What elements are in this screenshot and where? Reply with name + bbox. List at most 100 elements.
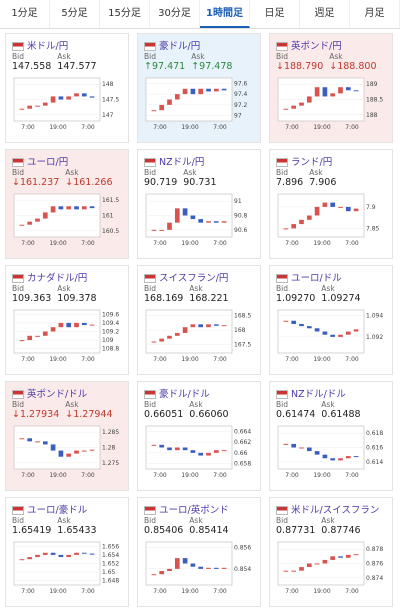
rate-card[interactable]: ユーロ/ドル Bid 1.09270 Ask 1.09274 1.094 1.092 7:00… bbox=[269, 265, 393, 375]
ask-value: 1.65433 bbox=[57, 525, 97, 536]
ask-value: 0.61488 bbox=[321, 409, 361, 420]
candle bbox=[322, 87, 328, 97]
rate-card[interactable]: ランド/円 Bid 7.896 Ask 7.906 7.9 7.85 7:00 19:00 7:0… bbox=[269, 149, 393, 259]
rate-card[interactable]: 豪ドル/円 Bid ↑97.471 Ask ↑97.478 97.6 97.4 97.2 97 7… bbox=[137, 33, 261, 143]
pair-row: ユーロ/豪ドル bbox=[6, 498, 128, 516]
pair-row: 米ドル/円 bbox=[6, 34, 128, 52]
y-tick-label: 147 bbox=[102, 112, 114, 119]
rate-card[interactable]: NZドル/ドル Bid 0.61474 Ask 0.61488 0.618 0.616 0.6… bbox=[269, 381, 393, 491]
candle bbox=[167, 99, 172, 105]
tab[interactable]: 1分足 bbox=[0, 0, 50, 28]
rate-card[interactable]: スイスフラン/円 Bid 168.169 Ask 168.221 168.5 168 167.… bbox=[137, 265, 261, 375]
ask-column: Ask ↓161.266 bbox=[65, 168, 112, 188]
bid-column: Bid 0.85406 bbox=[144, 516, 183, 536]
x-tick-label: 19:00 bbox=[181, 356, 198, 363]
rate-card[interactable]: 米ドル/スイスフラン Bid 0.87731 Ask 0.87746 0.878 0.876… bbox=[269, 497, 393, 607]
candle bbox=[174, 208, 180, 223]
tab[interactable]: 5分足 bbox=[50, 0, 100, 28]
candle bbox=[159, 444, 165, 448]
pair-row: NZドル/ドル bbox=[270, 382, 392, 400]
ask-column: Ask 0.61488 bbox=[321, 400, 360, 420]
rate-card[interactable]: ユーロ/英ポンド Bid 0.85406 Ask 0.85414 0.856 0.854 7:… bbox=[137, 497, 261, 607]
candle bbox=[182, 447, 188, 451]
tab[interactable]: 30分足 bbox=[150, 0, 200, 28]
plot-frame bbox=[145, 541, 233, 586]
candle bbox=[322, 559, 328, 564]
candle bbox=[190, 88, 196, 95]
mini-chart: 7.9 7.85 7:00 19:00 7:00 bbox=[277, 193, 380, 247]
candle bbox=[182, 88, 188, 95]
quote-row: Bid ↑97.471 Ask ↑97.478 bbox=[138, 52, 260, 72]
candle bbox=[338, 556, 343, 558]
bid-column: Bid 0.61474 bbox=[276, 400, 315, 420]
flag-icon bbox=[276, 42, 288, 51]
tab[interactable]: 月足 bbox=[350, 0, 400, 28]
candle bbox=[198, 324, 204, 328]
rate-card[interactable]: ユーロ/豪ドル Bid 1.65419 Ask 1.65433 1.656 1.654 1.6… bbox=[5, 497, 129, 607]
quote-row: Bid 1.65419 Ask 1.65433 bbox=[6, 516, 128, 536]
tab[interactable]: 15分足 bbox=[100, 0, 150, 28]
candle bbox=[314, 87, 320, 97]
candle bbox=[50, 552, 56, 555]
candle bbox=[314, 206, 320, 216]
candle bbox=[174, 332, 180, 336]
pair-row: ランド/円 bbox=[270, 150, 392, 168]
candle bbox=[306, 563, 312, 568]
bid-column: Bid ↓1.27934 bbox=[12, 400, 59, 420]
rate-card[interactable]: ユーロ/円 Bid ↓161.237 Ask ↓161.266 161.5 161 160.5… bbox=[5, 149, 129, 259]
y-tick-label: 1.092 bbox=[366, 334, 383, 341]
x-tick-label: 19:00 bbox=[49, 588, 66, 595]
bid-column: Bid ↓188.790 bbox=[276, 52, 323, 72]
bid-value: 1.65419 bbox=[12, 525, 52, 536]
y-tick-label: 0.876 bbox=[366, 561, 383, 568]
candle bbox=[74, 450, 79, 454]
ask-label: Ask bbox=[65, 168, 79, 177]
flag-icon bbox=[276, 158, 288, 167]
bid-value: 109.363 bbox=[12, 293, 52, 304]
tab[interactable]: 1時間足 bbox=[200, 0, 250, 28]
x-tick-label: 7:00 bbox=[21, 472, 35, 479]
mini-chart: 0.878 0.876 0.874 7:00 19:00 7:00 bbox=[277, 541, 383, 595]
candle bbox=[345, 206, 351, 212]
candle bbox=[58, 450, 64, 457]
x-tick-label: 7:00 bbox=[81, 240, 95, 247]
y-tick-label: 168 bbox=[234, 327, 246, 334]
candle bbox=[74, 322, 79, 328]
rate-card[interactable]: NZドル/円 Bid 90.719 Ask 90.731 91 90.8 90.6 7:00 19… bbox=[137, 149, 261, 259]
tab[interactable]: 日足 bbox=[250, 0, 300, 28]
candle bbox=[206, 324, 211, 328]
y-tick-label: 0.658 bbox=[234, 461, 251, 468]
y-tick-label: 160.5 bbox=[102, 228, 119, 235]
pair-name: ユーロ/ドル bbox=[291, 273, 342, 284]
candle bbox=[151, 110, 157, 112]
y-tick-label: 147.5 bbox=[102, 97, 119, 104]
y-tick-label: 161 bbox=[102, 213, 114, 220]
x-tick-label: 19:00 bbox=[49, 472, 66, 479]
x-tick-label: 19:00 bbox=[313, 240, 330, 247]
tab[interactable]: 週足 bbox=[300, 0, 350, 28]
candle bbox=[27, 557, 33, 560]
pair-name: スイスフラン/円 bbox=[159, 273, 229, 284]
ask-column: Ask 7.906 bbox=[309, 168, 336, 188]
y-tick-label: 167.5 bbox=[234, 341, 251, 348]
rate-card[interactable]: 米ドル/円 Bid 147.558 Ask 147.577 148 147.5 147 7:00… bbox=[5, 33, 129, 143]
candle bbox=[345, 331, 351, 335]
candle bbox=[322, 331, 328, 335]
candle bbox=[89, 553, 95, 555]
ask-column: Ask ↓1.27944 bbox=[65, 400, 112, 420]
y-tick-label: 108.8 bbox=[102, 346, 119, 353]
mini-chart: 0.664 0.662 0.66 0.658 7:00 19:00 7:00 bbox=[145, 425, 251, 479]
quote-row: Bid 147.558 Ask 147.577 bbox=[6, 52, 128, 72]
pair-row: ユーロ/英ポンド bbox=[138, 498, 260, 516]
y-tick-label: 97.6 bbox=[234, 80, 248, 87]
rate-card[interactable]: 英ポンド/ドル Bid ↓1.27934 Ask ↓1.27944 1.285 1.28 1.… bbox=[5, 381, 129, 491]
ask-label: Ask bbox=[183, 168, 197, 177]
candle bbox=[299, 102, 304, 106]
candle bbox=[159, 571, 165, 575]
candle bbox=[306, 447, 312, 452]
candle bbox=[198, 452, 204, 456]
rate-card[interactable]: 英ポンド/円 Bid ↓188.790 Ask ↓188.800 189 188.5 188 7… bbox=[269, 33, 393, 143]
pair-row: ユーロ/円 bbox=[6, 150, 128, 168]
rate-card[interactable]: 豪ドル/ドル Bid 0.66051 Ask 0.66060 0.664 0.662 0.66… bbox=[137, 381, 261, 491]
rate-card[interactable]: カナダドル/円 Bid 109.363 Ask 109.378 109.6 109.4 109… bbox=[5, 265, 129, 375]
